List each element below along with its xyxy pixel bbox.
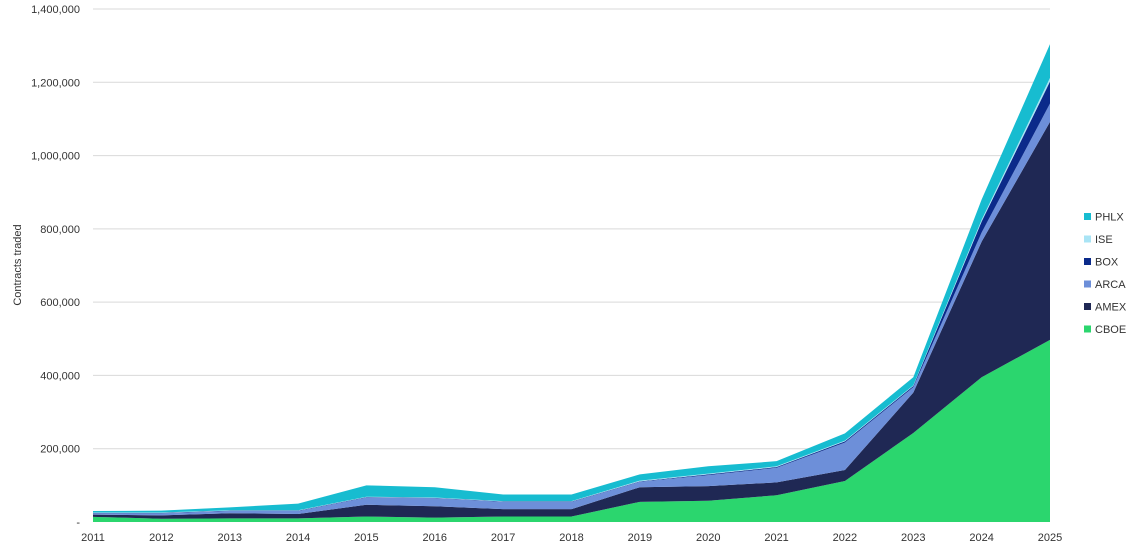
x-tick-label: 2015 — [354, 532, 378, 544]
legend-swatch-amex — [1084, 303, 1091, 310]
series-areas — [93, 44, 1050, 522]
legend-swatch-cboe — [1084, 325, 1091, 333]
legend-label-amex: AMEX — [1095, 302, 1127, 314]
area-cboe — [93, 339, 1050, 522]
y-axis: - 200,000 400,000 600,000 800,000 1,000,000 1,… — [31, 4, 80, 529]
y-tick-label: 600,000 — [40, 297, 80, 309]
x-tick-label: 2019 — [628, 532, 652, 544]
x-tick-label: 2014 — [286, 532, 310, 544]
x-tick-label: 2012 — [149, 532, 173, 544]
x-tick-label: 2021 — [764, 532, 788, 544]
x-axis: 2011 2012 2013 2014 2015 2016 2017 2018 2019 2020… — [81, 532, 1062, 544]
x-tick-label: 2016 — [423, 532, 447, 544]
x-tick-label: 2022 — [833, 532, 857, 544]
x-tick-label: 2017 — [491, 532, 515, 544]
x-tick-label: 2013 — [217, 532, 241, 544]
legend-label-arca: ARCA — [1095, 279, 1126, 291]
legend-label-box: BOX — [1095, 257, 1119, 269]
y-tick-label: 1,400,000 — [31, 4, 80, 16]
legend-swatch-ise — [1084, 235, 1091, 243]
x-tick-label: 2020 — [696, 532, 720, 544]
legend-label-cboe: CBOE — [1095, 324, 1126, 336]
legend: PHLX ISE BOX ARCA AMEX CBOE — [1084, 212, 1127, 336]
x-tick-label: 2023 — [901, 532, 925, 544]
legend-swatch-phlx — [1084, 213, 1091, 220]
y-tick-label: 400,000 — [40, 370, 80, 382]
y-tick-label: 1,200,000 — [31, 77, 80, 89]
y-axis-title: Contracts traded — [12, 224, 24, 305]
y-tick-label: 1,000,000 — [31, 151, 80, 163]
x-tick-label: 2011 — [81, 532, 105, 544]
y-tick-label: 200,000 — [40, 444, 80, 456]
x-tick-label: 2024 — [969, 532, 993, 544]
legend-label-ise: ISE — [1095, 234, 1113, 246]
legend-swatch-arca — [1084, 280, 1091, 288]
gridlines — [93, 8, 1050, 450]
x-tick-label: 2025 — [1038, 532, 1062, 544]
y-tick-label: 800,000 — [40, 224, 80, 236]
x-tick-label: 2018 — [559, 532, 583, 544]
legend-label-phlx: PHLX — [1095, 212, 1124, 224]
y-tick-label: - — [76, 517, 80, 529]
legend-swatch-box — [1084, 258, 1091, 265]
